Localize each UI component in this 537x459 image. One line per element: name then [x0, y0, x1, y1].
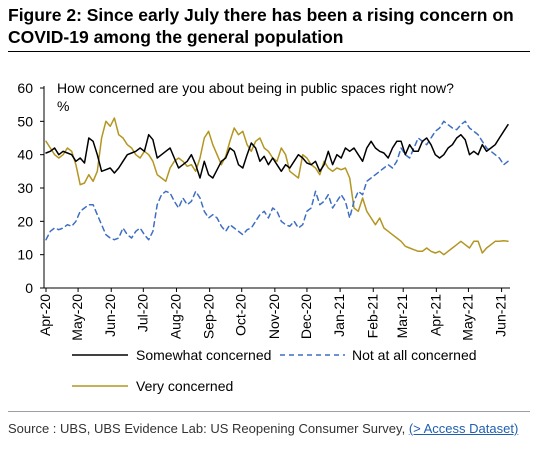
- chart-title: How concerned are you about being in pub…: [57, 80, 454, 96]
- title-divider: [8, 51, 530, 52]
- x-tick-label: Jun-20: [102, 294, 118, 337]
- x-tick-label: Jul-20: [134, 294, 150, 332]
- x-tick-label: Nov-20: [266, 294, 282, 339]
- series-line-very-concerned: [45, 117, 509, 256]
- series-line-not-at-all-concerned: [45, 120, 509, 241]
- line-chart: 0 10 20 30 40 50 60 Apr-20 May-20 Jun-20 Jul-20 Aug…: [17, 80, 510, 394]
- x-tick-label: Aug-20: [167, 294, 183, 339]
- x-tick-label: Mar-21: [394, 294, 410, 339]
- y-tick-label: 0: [25, 280, 33, 296]
- source-text: Source : UBS, UBS Evidence Lab: US Reope…: [8, 421, 406, 436]
- source-divider: [8, 411, 530, 412]
- y-axis-unit-label: %: [57, 98, 69, 114]
- x-tick-label: May-21: [459, 294, 475, 341]
- x-tick-label: Apr-21: [427, 294, 443, 336]
- x-tick-label: Dec-20: [298, 294, 314, 339]
- legend-label-somewhat-concerned: Somewhat concerned: [136, 347, 271, 363]
- x-tick-label: Feb-21: [364, 294, 380, 339]
- y-tick-label: 10: [17, 247, 33, 263]
- figure-title: Figure 2: Since early July there has bee…: [8, 5, 514, 47]
- x-tick-label: Apr-20: [37, 294, 53, 336]
- legend-label-not-at-all-concerned: Not at all concerned: [352, 347, 477, 363]
- x-tick-label: Oct-20: [233, 294, 249, 336]
- y-tick-label: 60: [17, 80, 33, 96]
- access-dataset-link[interactable]: (> Access Dataset): [408, 421, 519, 436]
- y-tick-label: 20: [17, 213, 33, 229]
- x-tick-label: Sep-20: [201, 294, 217, 339]
- y-tick-label: 30: [17, 180, 33, 196]
- y-tick-label: 40: [17, 147, 33, 163]
- source-note: Source : UBS, UBS Evidence Lab: US Reope…: [8, 420, 526, 437]
- x-tick-label: Jan-21: [331, 294, 347, 337]
- x-tick-label: Jun-21: [493, 294, 509, 337]
- y-tick-label: 50: [17, 113, 33, 129]
- legend-label-very-concerned: Very concerned: [136, 378, 233, 394]
- series-line-somewhat-concerned: [45, 123, 509, 179]
- x-tick-label: May-20: [69, 294, 85, 341]
